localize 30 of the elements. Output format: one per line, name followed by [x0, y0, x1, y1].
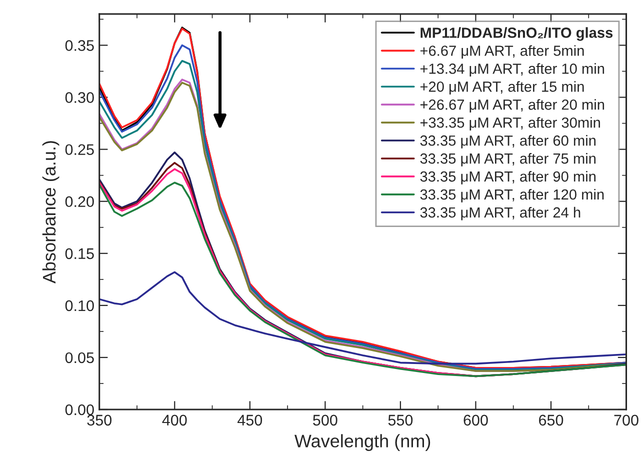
x-tick-label: 450 [238, 414, 262, 426]
x-tick-label: 550 [388, 414, 413, 426]
x-axis-title: Wavelength (nm) [294, 434, 430, 451]
legend-label: +20 μM ART, after 15 min [420, 81, 584, 95]
y-tick-label: 0.15 [65, 248, 94, 260]
y-tick-label: 0.00 [65, 404, 94, 416]
legend-label: 33.35 μM ART, after 60 min [420, 135, 596, 148]
legend-label: 33.35 μM ART, after 120 min [420, 188, 604, 202]
x-tick-label: 650 [539, 414, 564, 426]
legend-label: 33.35 μM ART, after 75 min [420, 153, 596, 166]
x-tick-label: 600 [464, 414, 488, 426]
legend-label: +6.67 μM ART, after 5min [420, 45, 584, 59]
legend-label: MP11/DDAB/SnO₂/ITO glass [420, 27, 613, 41]
legend-label: +33.35 μM ART, after 30min [420, 117, 600, 130]
y-tick-label: 0.25 [65, 144, 94, 156]
legend-label: 33.35 μM ART, after 24 h [420, 206, 580, 220]
y-tick-label: 0.10 [65, 300, 94, 312]
legend-label: 33.35 μM ART, after 90 min [420, 170, 596, 184]
y-tick-label: 0.05 [65, 352, 94, 364]
x-tick-label: 350 [87, 414, 112, 426]
x-tick-label: 400 [162, 414, 187, 426]
y-axis-title: Absorbance (a.u.) [42, 141, 60, 284]
x-tick-label: 500 [313, 414, 338, 426]
x-tick-label: 700 [614, 414, 638, 426]
y-tick-label: 0.20 [65, 196, 94, 208]
line-series [99, 271, 626, 365]
y-tick-label: 0.35 [65, 40, 94, 51]
y-tick-label: 0.30 [65, 92, 94, 103]
legend-label: +13.34 μM ART, after 10 min [420, 63, 604, 77]
legend-label: +26.67 μM ART, after 20 min [420, 99, 604, 112]
